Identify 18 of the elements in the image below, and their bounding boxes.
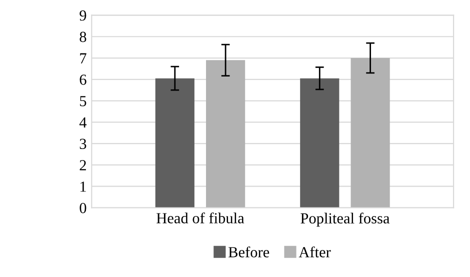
legend-label: After [298, 246, 331, 258]
bar [206, 60, 246, 208]
x-tick-label: Head of fibula [156, 212, 244, 224]
y-tick-label: 5 [80, 96, 86, 106]
y-tick-label: 4 [79, 117, 87, 128]
y-tick-label: 6 [80, 74, 86, 85]
y-tick-label: 9 [80, 10, 86, 21]
y-tick-label: 8 [80, 32, 86, 42]
x-tick-label: Popliteal fossa [300, 212, 390, 227]
y-tick-label: 2 [80, 160, 86, 170]
bar [300, 78, 340, 208]
y-tick-label: 7 [80, 53, 86, 64]
y-tick-label: 3 [80, 138, 86, 150]
legend-label: Before [228, 246, 270, 258]
y-tick-label: 0 [80, 202, 86, 214]
bar [350, 58, 390, 208]
y-tick-label: 1 [80, 182, 86, 192]
bar [155, 78, 194, 208]
